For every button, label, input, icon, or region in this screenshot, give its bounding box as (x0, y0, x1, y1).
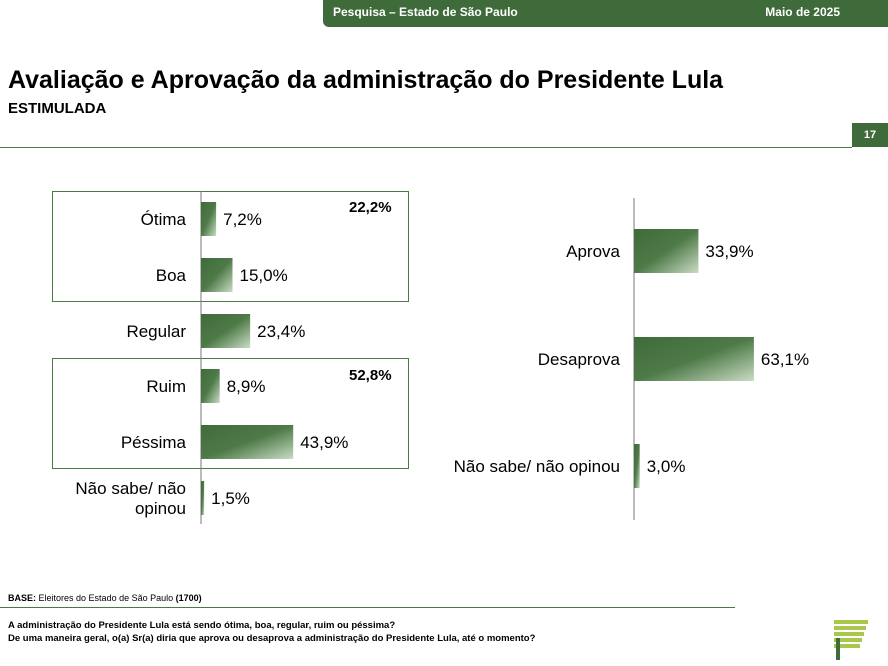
page-number: 17 (852, 123, 888, 147)
survey-label: Pesquisa – Estado de São Paulo (333, 5, 518, 19)
positive-group-total: 22,2% (349, 199, 392, 216)
bar-desaprova (634, 337, 754, 381)
value-label-pessima: 43,9% (300, 433, 348, 452)
category-label-pessima: Péssima (121, 433, 187, 452)
question-1: A administração do Presidente Lula está … (8, 620, 396, 631)
base-text: Eleitores do Estado de São Paulo (38, 593, 174, 603)
value-label-ruim: 8,9% (227, 377, 266, 396)
category-label-otima: Ótima (141, 210, 187, 229)
value-label-aprova: 33,9% (705, 242, 753, 261)
category-label-regular: Regular (126, 322, 186, 341)
bar-nao-sabe-nao-opinou (201, 481, 205, 515)
footer-divider (0, 607, 735, 608)
category-label-ruim: Ruim (146, 377, 186, 396)
category-label-desaprova: Desaprova (538, 350, 621, 369)
page-title: Avaliação e Aprovação da administração d… (8, 66, 724, 94)
bar-pessima (201, 425, 294, 459)
header-bar: Pesquisa – Estado de São Paulo Maio de 2… (323, 0, 888, 27)
bar-aprova (634, 229, 699, 273)
category-label-nao-sabe-nao-opinou: Não sabe/ não opinou (454, 457, 620, 476)
value-label-desaprova: 63,1% (761, 350, 809, 369)
category-label-nao-sabe-nao-opinou: Não sabe/ não opinou (75, 479, 186, 518)
value-label-boa: 15,0% (240, 266, 288, 285)
value-label-nao-sabe-nao-opinou: 1,5% (211, 489, 250, 508)
category-label-boa: Boa (156, 266, 187, 285)
rating-chart: Ótima 7,2% Boa 15,0% Regular 23,4% Ruim 8,9% Pés… (75, 191, 348, 524)
negative-group-total: 52,8% (349, 367, 392, 384)
value-label-otima: 7,2% (223, 210, 262, 229)
institute-logo (834, 620, 868, 660)
value-label-regular: 23,4% (257, 322, 305, 341)
survey-date: Maio de 2025 (765, 5, 840, 19)
page-subtitle: ESTIMULADA (8, 100, 107, 117)
question-2: De uma maneira geral, o(a) Sr(a) diria q… (8, 633, 536, 644)
header-divider (0, 147, 852, 148)
bar-boa (201, 258, 233, 292)
base-note: BASE: Eleitores do Estado de São Paulo (… (8, 593, 202, 603)
positive-group-box (52, 191, 409, 302)
bar-nao-sabe-nao-opinou (634, 444, 640, 488)
approval-chart: Aprova 33,9% Desaprova 63,1% Não sabe/ não o… (454, 198, 809, 520)
base-count: (1700) (175, 593, 202, 603)
negative-group-box (52, 358, 409, 469)
base-label: BASE: (8, 593, 37, 603)
category-label-aprova: Aprova (566, 242, 620, 261)
bar-ruim (201, 369, 220, 403)
bar-regular (201, 314, 251, 348)
value-label-nao-sabe-nao-opinou: 3,0% (647, 457, 686, 476)
bar-otima (201, 202, 217, 236)
